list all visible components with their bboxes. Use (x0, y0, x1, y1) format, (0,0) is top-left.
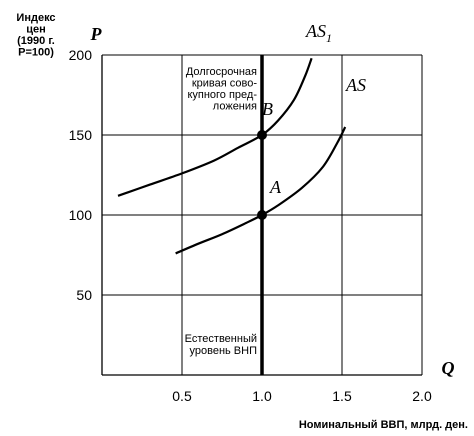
y-axis-label-line: Индекс (16, 12, 55, 24)
y-axis-letter: P (90, 24, 103, 44)
equilibrium-point-b (257, 130, 267, 140)
series-label-as1: AS1 (305, 21, 332, 45)
y-tick-label: 150 (69, 127, 93, 143)
long-run-label-line: ложения (213, 101, 257, 113)
long-run-label-line: купного пред- (187, 89, 257, 101)
x-axis-letter: Q (442, 358, 455, 378)
series-label-main: AS (345, 75, 366, 95)
series-line-as (175, 126, 347, 255)
x-tick-label: 0.5 (172, 388, 192, 404)
series-label-subscript: 1 (326, 31, 332, 45)
natural-level-label-line: Естественный (185, 333, 257, 345)
y-axis-label-line: цен (26, 24, 46, 36)
x-tick-label: 1.5 (332, 388, 352, 404)
y-axis-label-line: P=100) (18, 47, 54, 59)
natural-level-label-line: уровень ВНП (190, 345, 258, 357)
equilibrium-point-a (257, 210, 267, 220)
x-axis-label: Номинальный ВВП, млрд. ден. (299, 419, 468, 431)
point-label-b: B (262, 99, 273, 119)
series-line-as1 (117, 57, 313, 197)
point-label-a: A (269, 177, 282, 197)
series-label-main: AS (305, 21, 326, 41)
y-axis-label-line: (1990 г. (17, 35, 55, 47)
x-tick-label: 1.0 (252, 388, 272, 404)
long-run-label-line: Долгосрочная (186, 66, 257, 78)
series-label-as: AS (345, 75, 366, 95)
y-tick-label: 200 (69, 47, 93, 63)
y-tick-label: 50 (76, 287, 92, 303)
long-run-label-line: кривая сово- (192, 78, 258, 90)
x-tick-label: 2.0 (412, 388, 432, 404)
y-tick-label: 100 (69, 207, 93, 223)
